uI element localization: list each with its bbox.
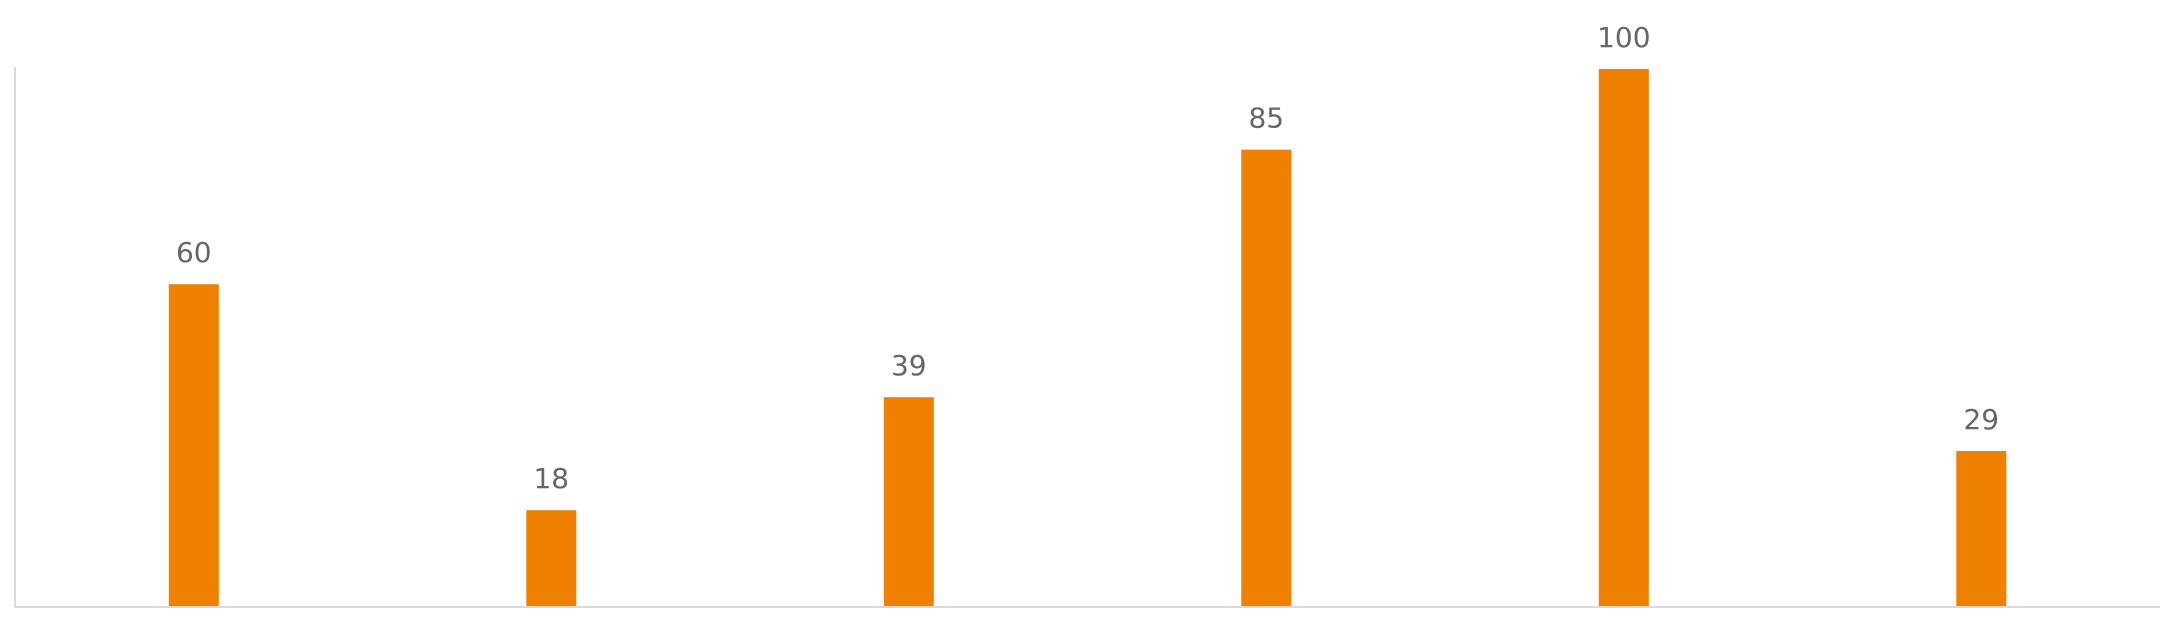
bar-1: [168, 284, 219, 607]
data-label-2: 18: [533, 462, 569, 495]
data-label-1: 60: [176, 236, 212, 269]
bars-layer: [168, 69, 2007, 607]
bar-5: [1598, 69, 1649, 607]
bar-4: [1241, 149, 1292, 607]
bar-3: [883, 397, 934, 607]
data-label-6: 29: [1963, 403, 1999, 436]
bar-6: [1956, 451, 2007, 607]
bar-2: [526, 510, 577, 607]
data-label-4: 85: [1248, 102, 1284, 135]
data-labels-layer: 60 18 39 85 100 29: [176, 21, 1999, 495]
data-label-5: 100: [1597, 21, 1650, 54]
data-label-3: 39: [891, 349, 927, 382]
